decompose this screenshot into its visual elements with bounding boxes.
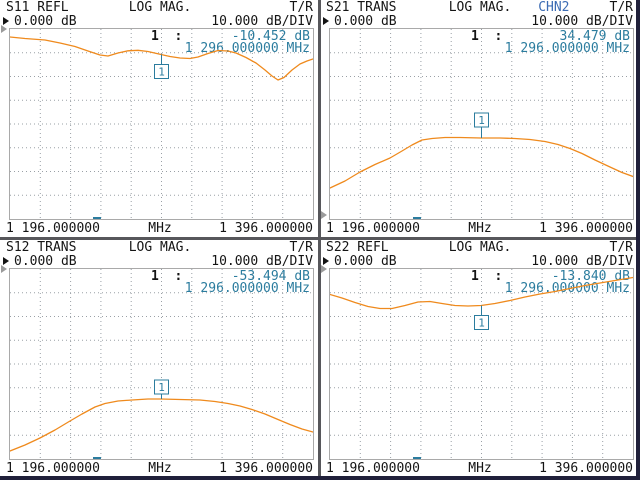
quadrant-s12: S12 TRANS LOG MAG. T/R 0.000 dB 10.000 d… <box>0 240 320 480</box>
svg-text:1: 1 <box>158 381 165 394</box>
marker-frequency: 1 296.000000 MHz <box>503 281 631 296</box>
measurement-label: S11 REFL <box>6 0 69 15</box>
reference-level: 0.000 dB <box>323 255 397 268</box>
svg-text:1: 1 <box>478 114 485 127</box>
reference-position-icon <box>321 211 327 219</box>
mode-label: T/R <box>289 0 313 15</box>
plot-canvas: 1 <box>330 29 633 219</box>
reference-level-value: 0.000 dB <box>334 254 397 269</box>
frame-edge-bottom <box>0 476 640 480</box>
scale-label: 10.000 dB/DIV <box>211 14 313 29</box>
marker-flag[interactable]: 1 <box>474 112 489 138</box>
measurement-label: S21 TRANS <box>326 0 397 15</box>
reference-level-arrow-icon <box>3 17 9 25</box>
frequency-unit-label: MHz <box>148 461 172 476</box>
header-right-labels: T/R <box>610 241 633 254</box>
format-label: LOG MAG. <box>448 0 512 15</box>
plot-area: 1 : -13.840 dB 1 296.000000 MHz 1 <box>329 268 634 460</box>
stop-frequency-label: 1 396.000000 <box>219 221 313 236</box>
scale-label: 10.000 dB/DIV <box>531 14 633 29</box>
marker-value: -13.840 dB <box>550 269 631 284</box>
reference-level: 0.000 dB <box>3 15 77 28</box>
reference-level-arrow-icon <box>323 257 329 265</box>
plot-canvas: 1 <box>330 269 633 459</box>
measurement-label: S12 TRANS <box>6 240 77 255</box>
reference-position-icon <box>321 265 327 273</box>
marker-frequency: 1 296.000000 MHz <box>183 281 311 296</box>
marker-readout-label: 1 : <box>150 29 184 44</box>
header-right-labels: CHN2 T/R <box>538 1 633 14</box>
reference-level-value: 0.000 dB <box>334 14 397 29</box>
quadrant-divider-vertical <box>318 0 321 480</box>
quadrant-divider-horizontal <box>0 237 640 240</box>
marker-value: -10.452 dB <box>230 29 311 44</box>
frequency-unit-label: MHz <box>148 221 172 236</box>
marker-readout-label: 1 : <box>470 29 504 44</box>
marker-flag[interactable]: 1 <box>154 54 169 79</box>
trace-line <box>10 36 313 81</box>
measurement-label: S22 REFL <box>326 240 389 255</box>
marker-flag[interactable]: 1 <box>474 305 489 330</box>
plot-area: 1 : 34.479 dB 1 296.000000 MHz 1 <box>329 28 634 220</box>
header-right-labels: T/R <box>290 241 313 254</box>
marker-frequency: 1 296.000000 MHz <box>503 41 631 56</box>
marker-readout-label: 1 : <box>470 269 504 284</box>
start-frequency-label: 1 196.000000 <box>6 461 100 476</box>
reference-level: 0.000 dB <box>323 15 397 28</box>
format-label: LOG MAG. <box>128 0 192 15</box>
start-frequency-label: 1 196.000000 <box>326 461 420 476</box>
frequency-unit-label: MHz <box>468 461 492 476</box>
scale-label: 10.000 dB/DIV <box>211 254 313 269</box>
marker-flag[interactable]: 1 <box>154 379 169 399</box>
stop-frequency-label: 1 396.000000 <box>539 461 633 476</box>
frame-edge-right <box>636 0 640 480</box>
marker-readout-label: 1 : <box>150 269 184 284</box>
plot-canvas: 1 <box>10 29 313 219</box>
mode-label: T/R <box>289 240 313 255</box>
quadrant-s11: S11 REFL LOG MAG. T/R 0.000 dB 10.000 dB… <box>0 0 320 240</box>
header-right-labels: T/R <box>290 1 313 14</box>
reference-level-value: 0.000 dB <box>14 254 77 269</box>
plot-area: 1 : -53.494 dB 1 296.000000 MHz 1 <box>9 268 314 460</box>
frequency-unit-label: MHz <box>468 221 492 236</box>
stop-frequency-label: 1 396.000000 <box>539 221 633 236</box>
reference-position-icon <box>1 25 7 33</box>
start-frequency-label: 1 196.000000 <box>6 221 100 236</box>
marker-value: -53.494 dB <box>230 269 311 284</box>
reference-level-value: 0.000 dB <box>14 14 77 29</box>
reference-level: 0.000 dB <box>3 255 77 268</box>
plot-area: 1 : -10.452 dB 1 296.000000 MHz 1 <box>9 28 314 220</box>
format-label: LOG MAG. <box>448 240 512 255</box>
channel-label: CHN2 <box>538 0 570 15</box>
quadrant-s22: S22 REFL LOG MAG. T/R 0.000 dB 10.000 dB… <box>320 240 640 480</box>
reference-level-arrow-icon <box>323 17 329 25</box>
stop-frequency-label: 1 396.000000 <box>219 461 313 476</box>
svg-text:1: 1 <box>158 66 165 79</box>
mode-label: T/R <box>609 0 633 15</box>
plot-canvas: 1 <box>10 269 313 459</box>
svg-text:1: 1 <box>478 317 485 330</box>
format-label: LOG MAG. <box>128 240 192 255</box>
marker-value: 34.479 dB <box>558 29 631 44</box>
mode-label: T/R <box>609 240 633 255</box>
quadrant-s21: S21 TRANS LOG MAG. CHN2 T/R 0.000 dB 10.… <box>320 0 640 240</box>
scale-label: 10.000 dB/DIV <box>531 254 633 269</box>
start-frequency-label: 1 196.000000 <box>326 221 420 236</box>
reference-level-arrow-icon <box>3 257 9 265</box>
reference-position-icon <box>1 265 7 273</box>
trace-line <box>330 276 633 310</box>
